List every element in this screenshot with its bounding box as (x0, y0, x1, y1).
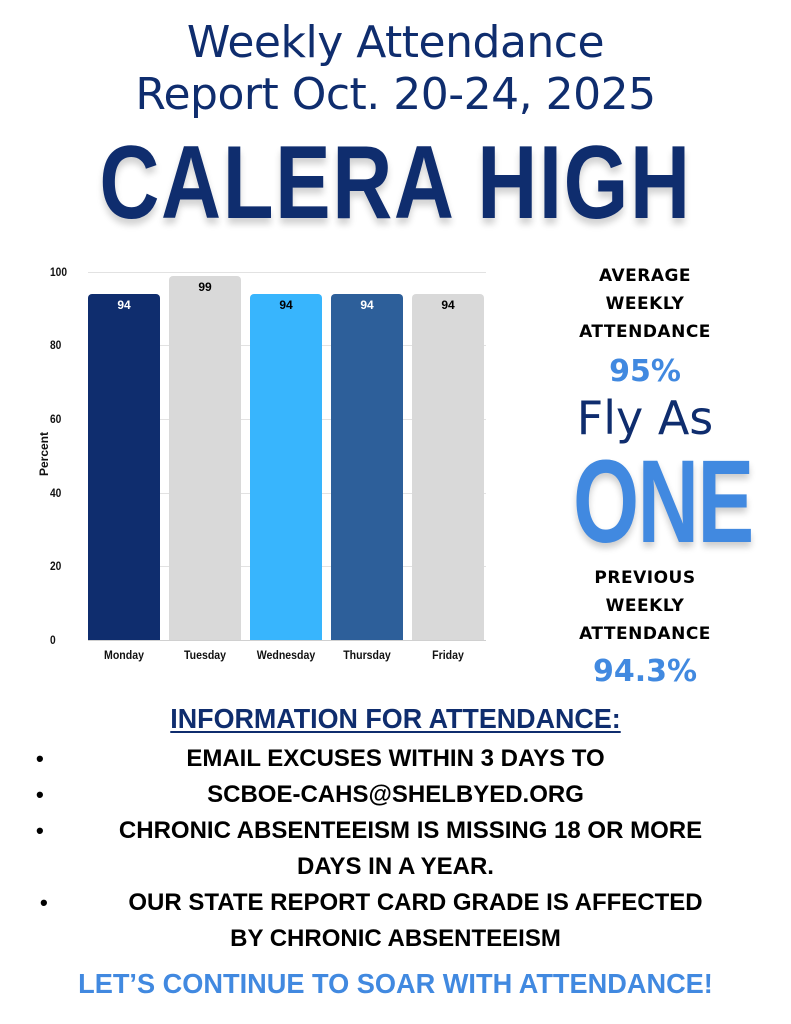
bar-value-label: 94 (279, 298, 293, 313)
y-tick-0: 0 (50, 633, 56, 647)
bullet-icon: • (40, 890, 48, 915)
bar-thursday: 94 (331, 294, 403, 640)
average-attendance-block: AVERAGE WEEKLY ATTENDANCE 95% (545, 262, 745, 390)
x-label-thursday: Thursday (343, 648, 391, 662)
x-label-wednesday: Wednesday (256, 648, 316, 662)
y-tick-100: 100 (50, 265, 68, 279)
previous-attendance-value: 94.3% (592, 654, 698, 689)
email-address-text[interactable]: SCBOE-CAHS@SHELBYED.ORG (207, 781, 584, 808)
bar-wednesday: 94 (250, 294, 322, 640)
bullet-icon: • (36, 746, 44, 771)
y-axis-label: Percent (37, 431, 52, 477)
info-line: DAYS IN A YEAR. (297, 853, 494, 880)
y-tick-40: 40 (50, 486, 62, 500)
report-title-line2: Report Oct. 20-24, 2025 (135, 69, 656, 120)
bar-tuesday: 99 (169, 275, 241, 640)
previous-heading-line: WEEKLY (605, 596, 685, 616)
bar-value-label: 94 (441, 298, 455, 313)
bar-monday: 94 (88, 294, 160, 640)
x-label-tuesday: Tuesday (183, 648, 227, 662)
x-label-monday: Monday (104, 648, 144, 662)
bar-value-label: 94 (117, 298, 131, 313)
info-line: CHRONIC ABSENTEEISM IS MISSING 18 OR MOR… (118, 817, 703, 844)
previous-attendance-block: PREVIOUS WEEKLY ATTENDANCE 94.3% (545, 564, 745, 690)
average-heading-line: ATTENDANCE (579, 322, 711, 342)
attendance-bar-chart: Percent 100 80 60 40 20 0 94 99 94 94 94… (30, 262, 490, 672)
bar-value-label: 94 (360, 298, 374, 313)
bar-friday: 94 (412, 294, 484, 640)
gridline-100 (88, 272, 486, 273)
footer-slogan: LET’S CONTINUE TO SOAR WITH ATTENDANCE! (78, 968, 713, 999)
bullet-icon: • (36, 818, 44, 843)
average-heading-line: WEEKLY (605, 294, 685, 314)
info-line: BY CHRONIC ABSENTEEISM (230, 925, 561, 952)
previous-heading-line: PREVIOUS (594, 568, 696, 588)
info-line: OUR STATE REPORT CARD GRADE IS AFFECTED (128, 889, 703, 916)
average-heading-line: AVERAGE (598, 266, 692, 286)
bar-value-label: 99 (198, 279, 212, 294)
previous-heading-line: ATTENDANCE (579, 624, 711, 644)
y-tick-60: 60 (50, 412, 62, 426)
slogan-one: ONE (573, 436, 754, 568)
info-heading: INFORMATION FOR ATTENDANCE: (170, 703, 621, 734)
y-tick-20: 20 (50, 559, 62, 573)
slogan-fly-as: Fly As (576, 391, 714, 445)
y-tick-80: 80 (50, 338, 62, 352)
info-line: EMAIL EXCUSES WITHIN 3 DAYS TO (186, 745, 605, 772)
x-axis-line (88, 640, 486, 641)
bullet-icon: • (36, 782, 44, 807)
x-label-friday: Friday (432, 648, 464, 662)
report-title-line1: Weekly Attendance (186, 17, 605, 68)
school-name: CALERA HIGH (99, 125, 692, 241)
average-attendance-value: 95% (609, 354, 681, 389)
